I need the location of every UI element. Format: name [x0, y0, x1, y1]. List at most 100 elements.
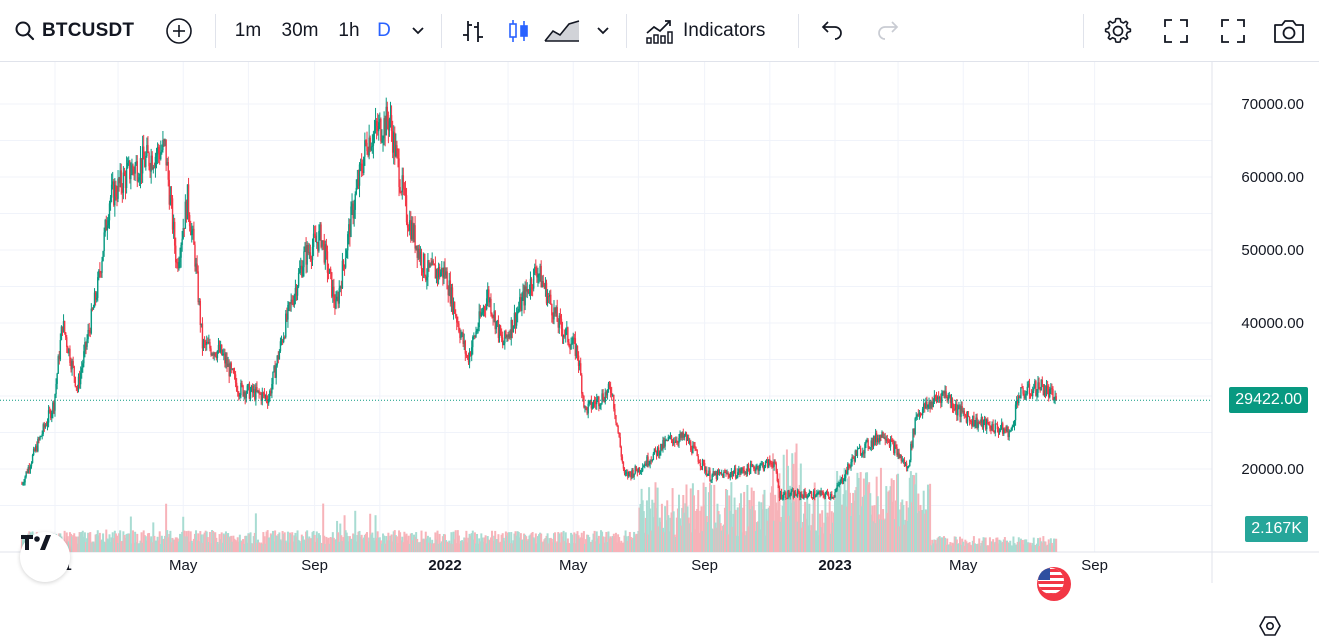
volume-bar: [914, 484, 917, 552]
candle: [951, 397, 954, 413]
candle-body: [556, 307, 558, 322]
candle-body: [362, 170, 364, 173]
maximize-button[interactable]: [1217, 0, 1249, 62]
candle: [587, 400, 589, 419]
tradingview-logo[interactable]: [20, 532, 70, 582]
candle-body: [491, 313, 493, 316]
candle-body: [225, 358, 227, 364]
indicators-button[interactable]: Indicators: [644, 0, 780, 62]
volume-bar: [875, 476, 878, 552]
candle: [900, 454, 902, 464]
redo-button[interactable]: [873, 0, 903, 62]
symbol-search-button[interactable]: BTCUSDT: [14, 0, 146, 62]
candle-body: [51, 412, 53, 419]
interval-1h[interactable]: 1h: [334, 0, 364, 62]
volume-bar: [467, 537, 470, 552]
chart-type-dropdown[interactable]: [591, 0, 615, 62]
bars-chart-type-button[interactable]: [458, 0, 488, 62]
candle-body: [738, 469, 740, 473]
volume-bar: [140, 532, 143, 552]
volume-bar: [358, 530, 361, 552]
volume-bar: [371, 532, 374, 552]
volume-bar: [489, 537, 492, 552]
volume-bar: [360, 534, 363, 552]
volume-bar: [359, 537, 362, 552]
price-chart[interactable]: 70000.0060000.0050000.0040000.0020000.00…: [0, 62, 1319, 583]
volume-bar: [385, 536, 388, 552]
candle: [44, 423, 47, 429]
interval-d[interactable]: D: [373, 0, 395, 62]
candle-body: [204, 341, 207, 346]
candle: [58, 350, 60, 365]
candle: [47, 405, 50, 428]
volume-bar: [258, 542, 261, 552]
candle: [593, 396, 596, 408]
volume-bar: [919, 504, 922, 552]
volume-bar: [903, 524, 906, 552]
candle-body: [192, 228, 194, 231]
compare-symbol-button[interactable]: [163, 0, 195, 62]
candle: [697, 454, 699, 465]
interval-dropdown[interactable]: [406, 0, 430, 62]
candle: [725, 469, 727, 477]
candle: [651, 459, 653, 463]
volume-bar: [248, 534, 251, 552]
area-chart-type-button[interactable]: [542, 0, 582, 62]
volume-bar: [251, 543, 254, 552]
candle-body: [877, 438, 879, 442]
candle-body: [523, 291, 525, 306]
volume-bar: [930, 545, 933, 552]
candle-body: [187, 184, 190, 216]
interval-30m[interactable]: 30m: [276, 0, 324, 62]
chart-area[interactable]: 70000.00 60000.00 50000.00 40000.00 20000.00…: [0, 62, 1319, 636]
candle-body: [809, 491, 812, 493]
candle-body: [993, 431, 995, 433]
candle-body: [406, 222, 409, 228]
candle-body: [357, 179, 360, 186]
volume-bar: [207, 541, 210, 552]
candle-body: [952, 408, 955, 410]
candle-body: [957, 408, 959, 416]
candle: [978, 420, 980, 425]
volume-bar: [603, 542, 606, 552]
volume-bar: [782, 454, 785, 552]
candle: [1046, 380, 1049, 395]
candle: [956, 398, 958, 422]
volume-bar: [830, 511, 833, 552]
exchange-region-badge[interactable]: [1037, 567, 1071, 601]
candle: [674, 437, 676, 447]
candle: [489, 297, 491, 308]
candles-chart-type-button[interactable]: [503, 0, 533, 62]
candle: [1050, 383, 1052, 395]
snapshot-button[interactable]: [1271, 0, 1307, 62]
undo-button[interactable]: [817, 0, 847, 62]
interval-1m[interactable]: 1m: [230, 0, 266, 62]
candle-body: [417, 248, 419, 258]
candle: [924, 402, 926, 413]
volume-bar: [192, 538, 195, 552]
candle: [581, 373, 583, 399]
candle: [67, 345, 69, 354]
candle-body: [58, 356, 60, 360]
candle-body: [807, 495, 809, 497]
candle: [766, 456, 769, 469]
candle: [415, 245, 417, 251]
candle-body: [700, 466, 703, 468]
volume-bar: [1020, 539, 1023, 552]
candle-body: [619, 437, 621, 448]
candle-body: [429, 264, 431, 268]
candle: [521, 292, 523, 317]
candle-body: [799, 492, 801, 498]
candle: [25, 471, 27, 479]
candle: [264, 394, 267, 402]
candle-body: [1055, 396, 1057, 401]
volume-bar: [741, 532, 744, 552]
candle-body: [685, 433, 688, 441]
candle: [781, 494, 784, 501]
candle-body: [508, 334, 510, 338]
candle-body: [453, 301, 456, 314]
volume-bar: [970, 545, 973, 552]
fullscreen-button[interactable]: [1160, 0, 1192, 62]
settings-button[interactable]: [1101, 0, 1135, 62]
candle: [391, 120, 394, 159]
